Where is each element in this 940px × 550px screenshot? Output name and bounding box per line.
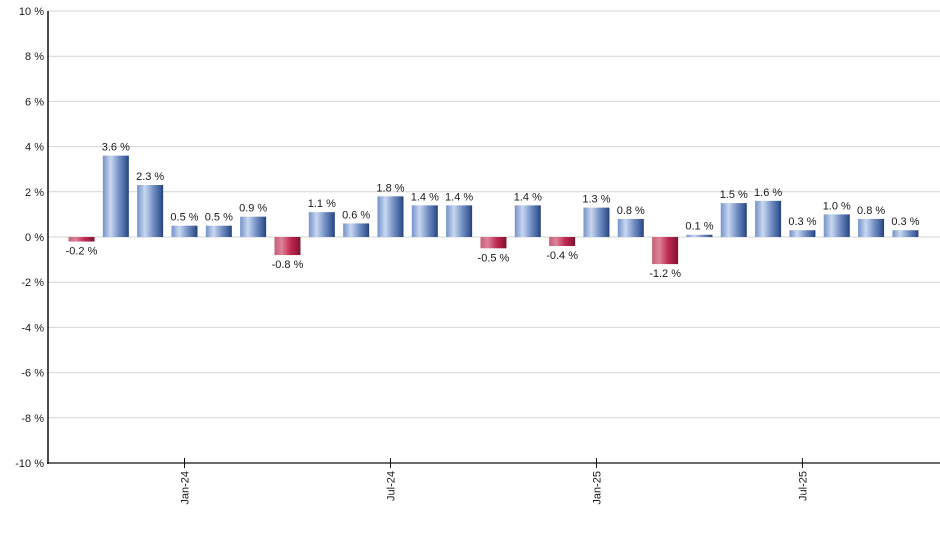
y-tick-label: 10 % bbox=[19, 6, 44, 18]
y-tick-label: 8 % bbox=[25, 51, 44, 63]
y-tick-label: -4 % bbox=[21, 322, 44, 334]
positive-bar bbox=[137, 185, 164, 237]
bar-value-label: 0.6 % bbox=[342, 209, 370, 221]
bar-value-label: 0.1 % bbox=[685, 221, 713, 233]
bar-value-label: 1.8 % bbox=[376, 182, 404, 194]
y-tick-label: 0 % bbox=[25, 232, 44, 244]
positive-bar bbox=[514, 205, 541, 237]
bar-value-label: 0.3 % bbox=[788, 216, 816, 228]
positive-bar bbox=[240, 216, 267, 237]
bar-value-label: -0.4 % bbox=[546, 250, 578, 262]
bar-value-label: 0.8 % bbox=[857, 205, 885, 217]
x-tick-label: Jul-24 bbox=[385, 471, 397, 501]
positive-bar bbox=[686, 234, 713, 237]
positive-bar bbox=[411, 205, 438, 237]
positive-bar bbox=[343, 223, 370, 237]
x-tick-label: Jan-25 bbox=[591, 471, 603, 505]
positive-bar bbox=[377, 196, 404, 237]
bar-value-label: 0.5 % bbox=[205, 212, 233, 224]
positive-bar bbox=[858, 218, 885, 237]
positive-bar bbox=[308, 212, 335, 237]
positive-bar bbox=[720, 203, 747, 237]
axes bbox=[47, 11, 940, 464]
negative-bar bbox=[68, 237, 95, 242]
negative-bar bbox=[652, 237, 679, 265]
y-tick-label: 2 % bbox=[25, 187, 44, 199]
positive-bar bbox=[789, 230, 816, 237]
positive-bar bbox=[171, 225, 198, 237]
positive-bar bbox=[446, 205, 473, 237]
bar-value-label: -0.2 % bbox=[66, 246, 98, 258]
bars bbox=[68, 155, 919, 265]
bar-value-label: 1.4 % bbox=[445, 191, 473, 203]
negative-bar bbox=[549, 237, 576, 247]
positive-bar bbox=[583, 207, 610, 237]
positive-bar bbox=[823, 214, 850, 237]
bar-value-label: 0.5 % bbox=[170, 212, 198, 224]
y-tick-label: 4 % bbox=[25, 142, 44, 154]
bar-value-label: -1.2 % bbox=[649, 268, 681, 280]
positive-bar bbox=[755, 200, 782, 237]
bar-value-label: 3.6 % bbox=[102, 142, 130, 154]
x-tick-label: Jan-24 bbox=[179, 471, 191, 505]
value-labels: -0.2 % 3.6 % 2.3 % 0.5 % 0.5 % 0.9 % -0.8 % 1.1… bbox=[66, 142, 920, 280]
positive-bar bbox=[617, 218, 644, 237]
bar-value-label: 1.3 % bbox=[582, 194, 610, 206]
bar-value-label: 0.3 % bbox=[891, 216, 919, 228]
bar-value-label: -0.5 % bbox=[478, 252, 510, 264]
positive-bar bbox=[102, 155, 129, 237]
negative-bar bbox=[274, 237, 301, 256]
y-tick-label: -10 % bbox=[15, 458, 44, 470]
y-tick-label: -2 % bbox=[21, 277, 44, 289]
bar-value-label: 1.0 % bbox=[823, 200, 851, 212]
y-tick-label: 6 % bbox=[25, 96, 44, 108]
bar-value-label: 1.5 % bbox=[720, 189, 748, 201]
y-axis-labels: 10 % 8 % 6 % 4 % 2 % 0 % -2 % -4 % -6 % -8 % -10 % bbox=[15, 6, 44, 470]
positive-bar bbox=[205, 225, 232, 237]
negative-bar bbox=[480, 237, 507, 249]
bar-value-label: 0.8 % bbox=[617, 205, 645, 217]
bar-value-label: 1.1 % bbox=[308, 198, 336, 210]
bar-value-label: 1.4 % bbox=[411, 191, 439, 203]
bar-value-label: 0.9 % bbox=[239, 203, 267, 215]
bar-value-label: -0.8 % bbox=[272, 259, 304, 271]
bar-value-label: 1.6 % bbox=[754, 187, 782, 199]
x-tick-label: Jul-25 bbox=[797, 471, 809, 501]
y-tick-label: -6 % bbox=[21, 368, 44, 380]
bar-value-label: 2.3 % bbox=[136, 171, 164, 183]
positive-bar bbox=[892, 230, 919, 237]
y-tick-label: -8 % bbox=[21, 413, 44, 425]
bar-value-label: 1.4 % bbox=[514, 191, 542, 203]
x-axis-ticks: Jan-24 Jul-24 Jan-25 Jul-25 bbox=[179, 458, 809, 505]
